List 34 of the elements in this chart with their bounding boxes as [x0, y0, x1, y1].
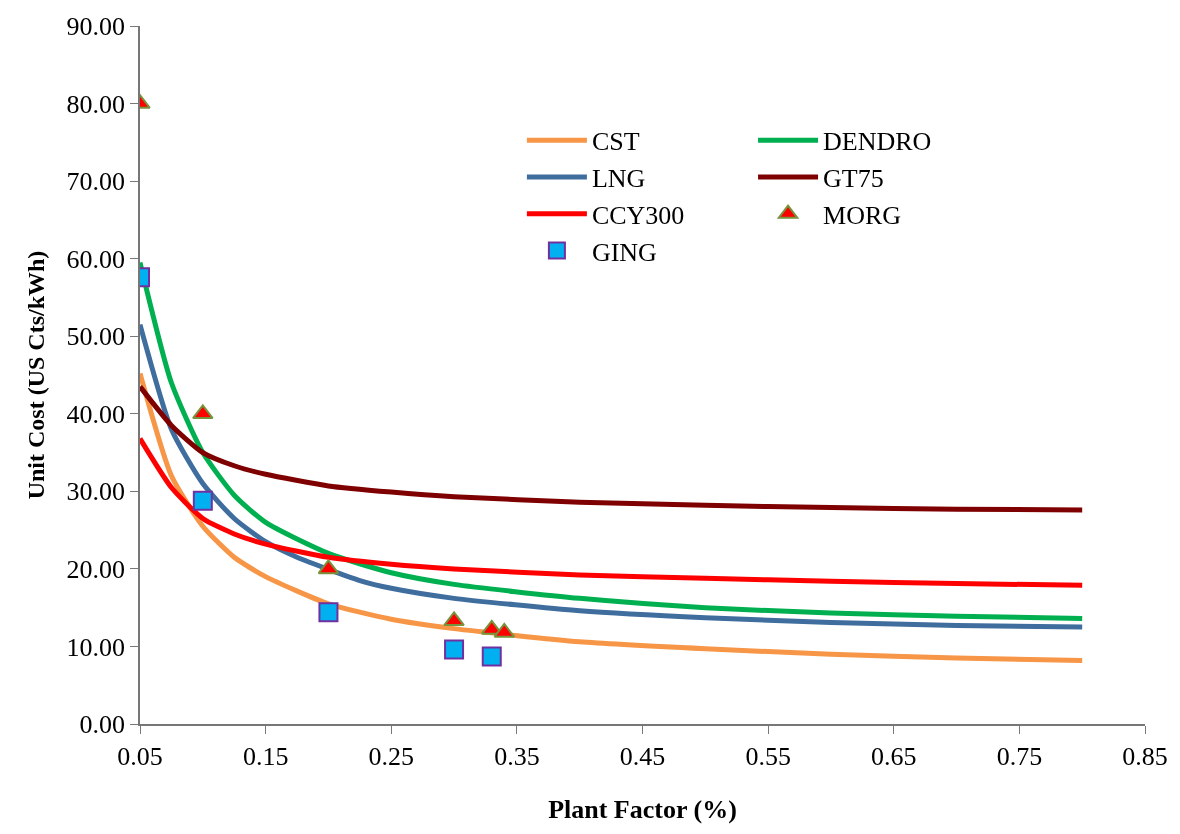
point [192, 490, 213, 511]
y-tick-label: 80.00 [66, 89, 126, 119]
legend-label: MORG [823, 200, 902, 230]
point [481, 646, 502, 667]
point [443, 611, 465, 627]
y-tick-label: 10.00 [66, 632, 126, 662]
x-tick-label: 0.85 [1122, 741, 1168, 771]
point [318, 602, 339, 623]
point [192, 404, 214, 420]
y-tick-label: 20.00 [66, 554, 126, 584]
point [444, 639, 465, 660]
x-tick-label: 0.35 [494, 741, 540, 771]
x-tick-label: 0.25 [368, 741, 414, 771]
x-tick-label: 0.15 [242, 741, 289, 771]
x-tick-label: 0.55 [745, 741, 791, 771]
legend-label: CST [591, 127, 640, 157]
x-tick-label: 0.05 [117, 741, 163, 771]
y-tick-label: 0.00 [79, 710, 126, 740]
y-axis-title: Unit Cost (US Cts/kWh) [23, 250, 50, 500]
legend-label: DENDRO [823, 127, 932, 157]
x-axis-title: Plant Factor (%) [548, 795, 737, 825]
x-tick-label: 0.65 [871, 741, 917, 771]
legend-label: CCY300 [591, 200, 685, 230]
y-tick-label: 40.00 [66, 399, 126, 429]
legend-label: LNG [591, 164, 646, 194]
legend-label: GT75 [823, 164, 884, 194]
y-tick-label: 90.00 [66, 12, 126, 42]
y-tick-label: 30.00 [66, 477, 126, 507]
x-tick-label: 0.45 [619, 741, 666, 771]
y-tick-label: 50.00 [66, 322, 126, 352]
y-tick-label: 70.00 [66, 167, 126, 197]
legend-label: GING [591, 237, 657, 267]
x-tick-label: 0.75 [996, 741, 1043, 771]
y-tick-label: 60.00 [66, 244, 126, 274]
